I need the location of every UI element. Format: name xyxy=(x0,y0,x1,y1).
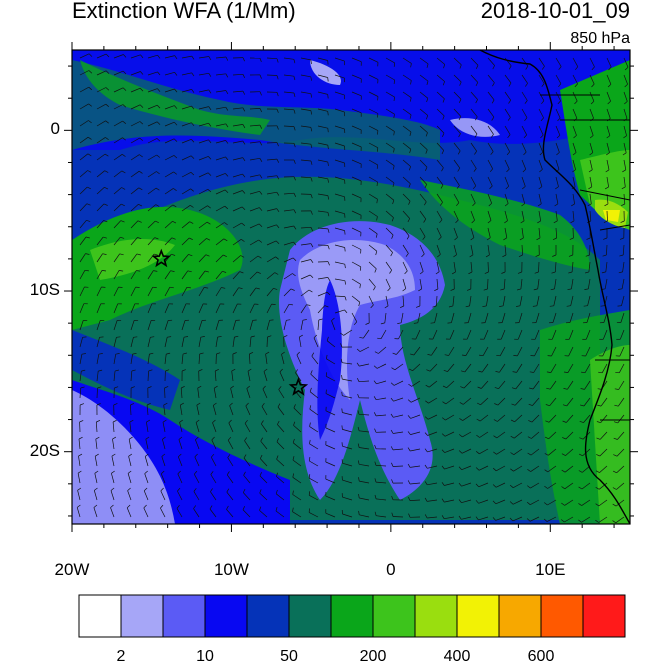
colorbar-label: 200 xyxy=(359,648,387,665)
wind-barbs xyxy=(76,53,629,524)
colorbar-swatch xyxy=(372,594,416,638)
colorbar-swatch xyxy=(498,594,542,638)
country-borders xyxy=(540,94,631,421)
latitude-label: 20S xyxy=(29,440,60,460)
coastline xyxy=(479,49,631,525)
longitude-label: 20W xyxy=(54,560,90,579)
colorbar-swatch xyxy=(246,594,290,638)
colorbar-swatch xyxy=(204,594,248,638)
map-title: Extinction WFA (1/Mm) xyxy=(72,0,296,23)
colorbar-swatch xyxy=(330,594,374,638)
latitude-label: 10S xyxy=(29,280,60,300)
colorbar-swatch xyxy=(288,594,332,638)
map-frame xyxy=(71,49,631,525)
colorbar-swatch xyxy=(540,594,584,638)
longitude-label: 0 xyxy=(386,560,396,579)
axis-ticks xyxy=(64,42,638,532)
colorbar-label: 2 xyxy=(116,648,126,665)
longitude-label: 10E xyxy=(535,560,566,579)
colorbar-swatch xyxy=(78,594,122,638)
colorbar-label: 10 xyxy=(196,648,214,665)
map-field xyxy=(72,50,630,524)
map-datetime: 2018-10-01_09 xyxy=(480,0,630,23)
colorbar-swatch xyxy=(414,594,458,638)
colorbar-swatch xyxy=(456,594,500,638)
colorbar-label: 600 xyxy=(527,648,555,665)
colorbar-swatch xyxy=(162,594,206,638)
colorbar-label: 400 xyxy=(443,648,471,665)
longitude-label: 10W xyxy=(213,560,249,579)
site-markers xyxy=(151,248,309,396)
colorbar-swatch xyxy=(582,594,626,638)
star-marker xyxy=(151,248,172,268)
colorbar-label: 50 xyxy=(280,648,298,665)
star-marker xyxy=(288,377,309,396)
pressure-level: 850 hPa xyxy=(570,30,630,47)
latitude-label: 0 xyxy=(50,119,60,139)
colorbar-swatch xyxy=(120,594,164,638)
